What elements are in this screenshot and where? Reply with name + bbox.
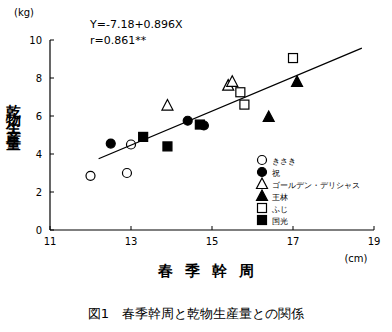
x-tick [50, 226, 51, 230]
regression-line [99, 48, 362, 159]
point [122, 169, 131, 178]
point [162, 100, 173, 111]
y-label: 乾物生産量 [5, 92, 23, 151]
x-tick [293, 226, 294, 230]
y-tick [50, 116, 54, 117]
y-tick-label: 2 [36, 187, 42, 198]
point [86, 171, 95, 180]
legend-label: ゴールデン・デリシャス [272, 181, 360, 190]
y-tick-label: 0 [36, 225, 42, 236]
y-tick [50, 192, 54, 193]
legend-marker [258, 156, 267, 165]
y-tick [50, 154, 54, 155]
x-tick-label: 11 [44, 236, 57, 247]
legend-marker [257, 178, 268, 189]
x-tick-label: 15 [206, 236, 219, 247]
x-tick-label: 13 [125, 236, 138, 247]
legend-marker [258, 204, 267, 213]
legend-marker [258, 216, 267, 225]
y-unit: (kg) [14, 7, 34, 18]
y-tick-label: 4 [36, 149, 42, 160]
annotation: Y=-7.18+0.896X [89, 18, 183, 31]
x-tick-label: 17 [287, 236, 300, 247]
plot-area [86, 48, 362, 180]
legend-label: きさき [272, 157, 296, 166]
y-tick-label: 8 [36, 73, 42, 84]
point [240, 100, 249, 109]
legend-marker [258, 168, 267, 177]
point [289, 54, 298, 63]
y-tick [50, 40, 54, 41]
x-label: 春季幹周 [157, 262, 266, 280]
legend-marker [257, 190, 268, 201]
y-tick-label: 10 [29, 35, 42, 46]
y-axis [49, 40, 50, 230]
point [263, 111, 274, 122]
legend-label: 祝 [272, 169, 280, 178]
point [236, 88, 245, 97]
x-tick [131, 226, 132, 230]
title: 図1 春季幹周と乾物生産量との関係 [88, 306, 304, 321]
y-tick [50, 230, 54, 231]
legend-label: 国光 [272, 217, 288, 226]
point [227, 76, 238, 87]
point [106, 139, 115, 148]
x-tick [374, 226, 375, 230]
chart: 11 13 15 17 19 0 2 4 6 8 10 (kg) 乾物生産量春季幹周 (cm) 図1 春季幹… [0, 0, 392, 332]
point [163, 142, 172, 151]
x-tick [212, 226, 213, 230]
x-unit: (cm) [344, 253, 367, 264]
point [195, 120, 204, 129]
annotation: r=0.861** [90, 34, 147, 47]
y-tick-label: 6 [36, 111, 42, 122]
y-tick [50, 78, 54, 79]
legend-label: ふじ [271, 205, 288, 214]
x-tick-label: 19 [368, 236, 381, 247]
legend-label: 王林 [272, 193, 288, 202]
